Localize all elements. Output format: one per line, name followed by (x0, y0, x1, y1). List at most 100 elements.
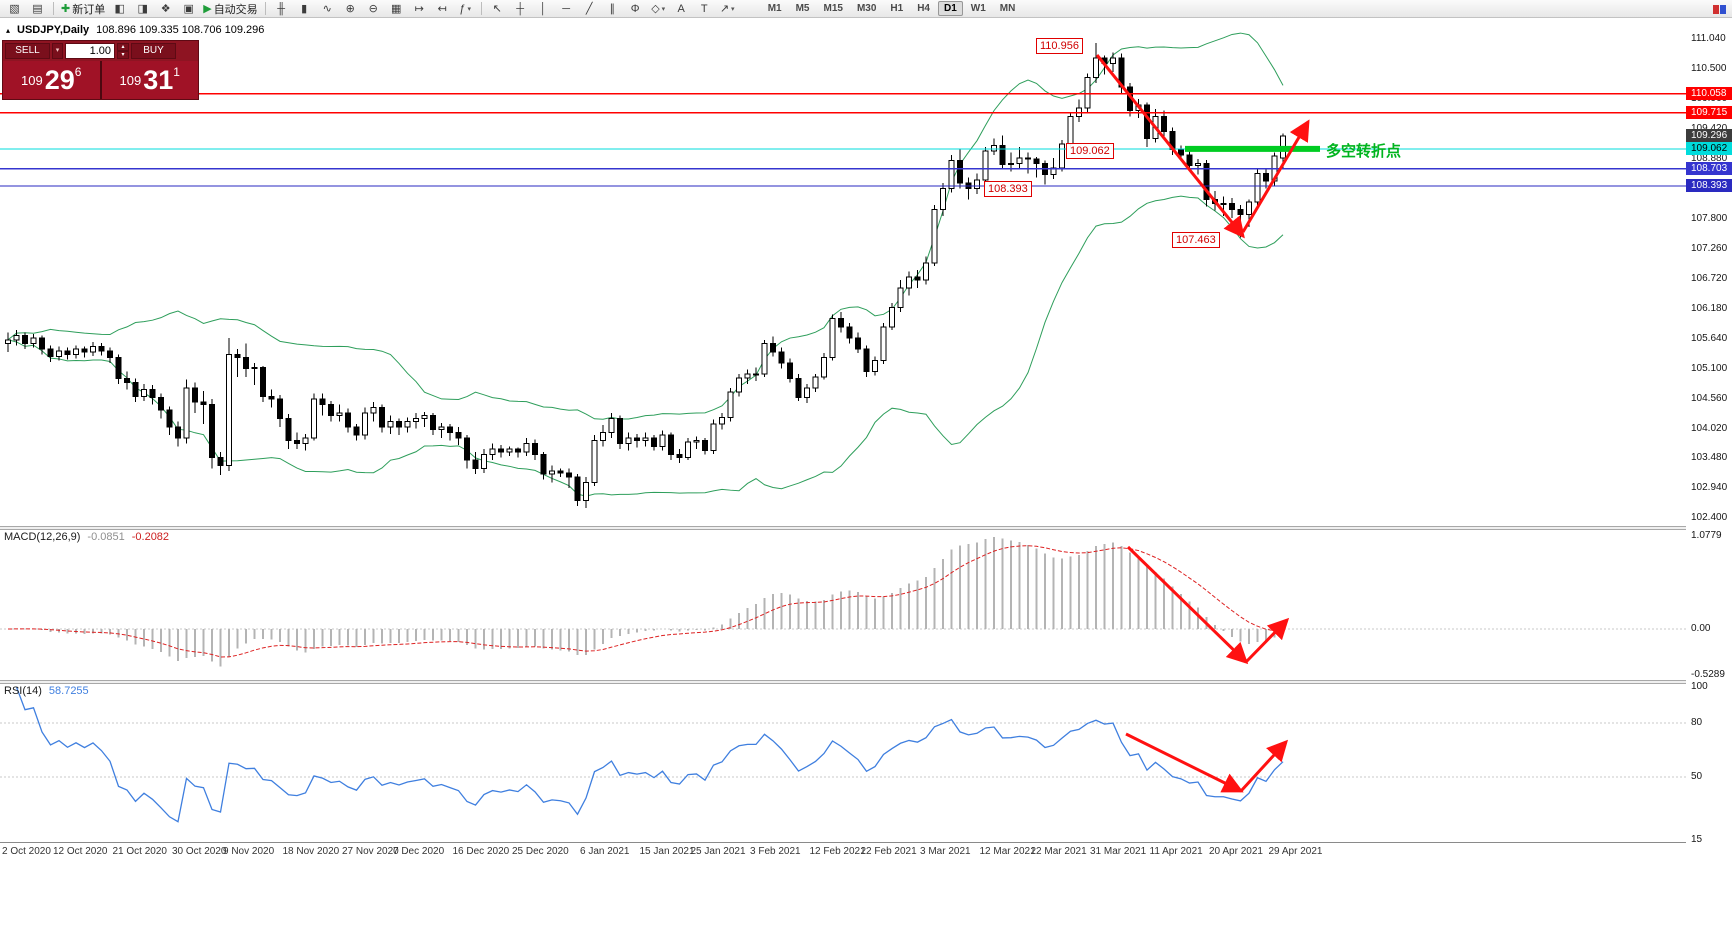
macd-panel-separator[interactable] (0, 526, 1732, 530)
zoom-in-icon[interactable]: ⊕ (340, 1, 361, 17)
timeframe-toolbar: M1 M5 M15 M30 H1 H4 D1 W1 MN (761, 1, 1023, 16)
data-window-icon[interactable]: ◨ (132, 1, 153, 17)
price-callout[interactable]: 109.062 (1066, 143, 1114, 159)
crosshair-icon[interactable]: ┼ (510, 1, 531, 17)
price-level-tag[interactable]: 110.058 (1686, 87, 1732, 101)
volume-spinner[interactable]: ▴ ▾ (117, 43, 129, 59)
spin-down-icon[interactable]: ▾ (117, 51, 129, 59)
macd-scale-label: 1.0779 (1691, 529, 1722, 541)
indicators-icon[interactable]: ƒ ▾ (455, 1, 476, 17)
zoom-out-icon[interactable]: ⊖ (363, 1, 384, 17)
chart-profiles-icon[interactable]: ▤ (27, 1, 48, 17)
time-tick-label: 20 Apr 2021 (1209, 846, 1263, 857)
timeframe-mn[interactable]: MN (999, 3, 1016, 14)
trendline-icon[interactable]: ╱ (579, 1, 600, 17)
navigator-icon[interactable]: ❖ (155, 1, 176, 17)
autotrading-button[interactable]: ▶ 自动交易 (201, 1, 259, 17)
price-level-tag[interactable]: 109.715 (1686, 106, 1732, 120)
vertical-line-icon[interactable]: │ (533, 1, 554, 17)
one-click-collapse-icon[interactable]: ▴ (6, 25, 11, 35)
line-chart-icon[interactable]: ∿ (317, 1, 338, 17)
terminal-icon[interactable]: ▣ (178, 1, 199, 17)
macd-signal-line (7, 545, 1284, 658)
new-order-button[interactable]: ✚ 新订单 (59, 1, 107, 17)
oct-divider (99, 61, 102, 99)
timeframe-h1[interactable]: H1 (890, 3, 904, 14)
text-icon[interactable]: A (671, 1, 692, 17)
time-tick-label: 31 Mar 2021 (1090, 846, 1147, 857)
market-watch-icon[interactable]: ◧ (109, 1, 130, 17)
buy-button[interactable]: BUY (131, 43, 176, 59)
dropdown-caret-icon[interactable]: ▾ (661, 5, 666, 13)
bar-chart-icon: ╫ (277, 2, 286, 15)
sell-dropdown-icon[interactable]: ▾ (52, 43, 63, 59)
tile-windows-icon[interactable]: ▦ (386, 1, 407, 17)
cursor-icon[interactable]: ↖ (487, 1, 508, 17)
price-tick-label: 106.180 (1691, 302, 1728, 314)
chart-shift-icon[interactable]: ↤ (432, 1, 453, 17)
trend-arrow[interactable] (1125, 732, 1244, 793)
one-click-prices-row: 109 29 6 109 31 1 (3, 61, 198, 99)
price-tick-label: 106.720 (1691, 272, 1728, 284)
trend-arrow[interactable] (1241, 119, 1310, 233)
timeframe-m30[interactable]: M30 (856, 3, 877, 14)
price-level-tag[interactable]: 109.062 (1686, 142, 1732, 156)
timeframe-w1[interactable]: W1 (970, 3, 986, 14)
price-level-tag[interactable]: 109.296 (1686, 129, 1732, 143)
text-label-icon[interactable]: T (694, 1, 715, 17)
channel-icon[interactable]: ∥ (602, 1, 623, 17)
timeframe-m15[interactable]: M15 (823, 3, 843, 14)
new-chart-icon[interactable]: ▧ (4, 1, 25, 17)
status-red-square-icon (1712, 4, 1719, 14)
toolbar-status-icon[interactable] (1710, 2, 1728, 16)
trend-arrow[interactable] (1126, 545, 1249, 665)
price-level-tag[interactable]: 108.393 (1686, 179, 1732, 193)
rsi-line (15, 686, 1284, 823)
horizontal-line-icon[interactable]: ─ (556, 1, 577, 17)
macd-main-value: -0.0851 (87, 531, 125, 543)
price-tick-label: 102.940 (1691, 482, 1728, 494)
fibonacci-icon[interactable]: Φ (625, 1, 646, 17)
dropdown-caret-icon[interactable]: ▾ (731, 5, 735, 13)
buy-price-display[interactable]: 109 31 1 (102, 61, 199, 99)
time-tick-label: 9 Nov 2020 (223, 846, 275, 857)
price-tick-label: 104.020 (1691, 422, 1728, 434)
auto-scroll-icon[interactable]: ↦ (409, 1, 430, 17)
trend-arrow[interactable] (1244, 617, 1290, 664)
sell-price-display[interactable]: 109 29 6 (3, 61, 100, 99)
sell-button[interactable]: SELL (5, 43, 50, 59)
timeframe-d1[interactable]: D1 (938, 1, 963, 16)
chart-symbol-header: ▴ USDJPY,Daily 108.896 109.335 108.706 1… (6, 24, 264, 36)
price-callout[interactable]: 110.956 (1036, 38, 1083, 54)
price-tick-label: 105.640 (1691, 332, 1728, 344)
turning-point-line[interactable] (1185, 145, 1320, 152)
time-tick-label: 11 Apr 2021 (1149, 846, 1203, 857)
new-order-label: 新订单 (72, 3, 106, 16)
autotrading-label: 自动交易 (213, 3, 258, 16)
time-tick-label: 16 Dec 2020 (452, 846, 510, 857)
horizontal-line-icon: ─ (562, 2, 571, 15)
rsi-panel-separator[interactable] (0, 680, 1732, 684)
trend-arrow[interactable] (1095, 54, 1245, 239)
spin-up-icon[interactable]: ▴ (117, 43, 129, 51)
time-tick-label: 3 Feb 2021 (750, 846, 801, 857)
price-callout[interactable]: 108.393 (984, 181, 1032, 197)
dropdown-caret-icon[interactable]: ▾ (467, 5, 471, 13)
time-tick-label: 25 Dec 2020 (512, 846, 569, 857)
price-axis[interactable]: 111.040110.500109.960109.420108.880108.3… (1686, 18, 1732, 944)
candlestick-chart-icon[interactable]: ▮ (294, 1, 315, 17)
price-callout[interactable]: 107.463 (1172, 232, 1220, 248)
bar-chart-icon[interactable]: ╫ (271, 1, 292, 17)
tile-windows-icon: ▦ (390, 2, 402, 15)
timeframe-m5[interactable]: M5 (795, 3, 810, 14)
trend-arrow[interactable] (1239, 739, 1289, 793)
price-level-tag[interactable]: 108.703 (1686, 162, 1732, 176)
arrows-icon[interactable]: ↗ ▾ (717, 1, 738, 17)
shapes-icon[interactable]: ◇ ▾ (648, 1, 669, 17)
volume-input[interactable] (65, 43, 115, 59)
timeframe-h4[interactable]: H4 (917, 3, 930, 14)
time-axis[interactable]: 2 Oct 2020 12 Oct 2020 21 Oct 2020 30 Oct 2… (0, 843, 1732, 863)
time-tick-label: 22 Feb 2021 (860, 846, 917, 857)
timeframe-m1[interactable]: M1 (767, 3, 782, 14)
